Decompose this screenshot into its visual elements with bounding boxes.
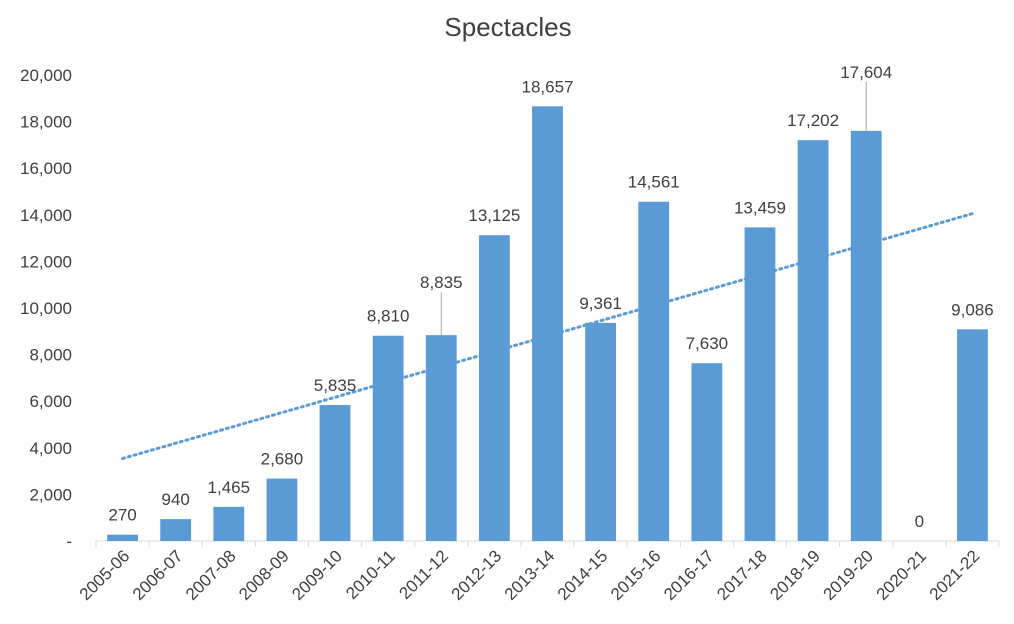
y-tick-label: 4,000: [29, 439, 72, 458]
bar: [319, 405, 351, 541]
x-tick-label: 2006-07: [129, 546, 187, 604]
data-label: 1,465: [208, 478, 251, 497]
bar: [850, 130, 882, 542]
y-tick-label: 6,000: [29, 392, 72, 411]
bar: [160, 519, 192, 541]
data-label: 13,125: [468, 206, 520, 225]
x-tick-label: 2019-20: [819, 546, 877, 604]
x-tick-label: 2021-22: [926, 546, 984, 604]
bar: [957, 329, 988, 541]
data-label: 17,202: [787, 111, 839, 130]
bar: [797, 140, 829, 541]
bar: [372, 335, 404, 541]
data-labels: 270 940 1,465 2,680 5,835 8,810 8,835 13,125 18,…: [108, 63, 993, 531]
data-label: 14,561: [628, 173, 680, 192]
x-tick-label: 2014-15: [554, 546, 612, 604]
data-label: 18,657: [522, 77, 574, 96]
y-tick-label: 14,000: [20, 206, 72, 225]
bars: [107, 106, 988, 542]
y-tick-label: -: [66, 532, 72, 551]
x-tick-label: 2010-11: [342, 546, 399, 603]
data-label: 5,835: [314, 376, 357, 395]
bar: [532, 106, 563, 541]
bar: [213, 506, 245, 541]
y-axis: - 2,000 4,000 6,000 8,000 10,000 12,000 14,000 1…: [20, 66, 72, 551]
data-label: 9,086: [951, 300, 994, 319]
bar: [266, 478, 298, 541]
x-tick-label: 2018-19: [766, 546, 824, 604]
y-tick-label: 20,000: [20, 66, 72, 85]
x-axis: 2005-062006-072007-082008-092009-102010-…: [76, 540, 1000, 604]
bar: [744, 227, 776, 541]
x-tick-label: 2009-10: [288, 546, 346, 604]
x-tick-label: 2015-16: [607, 546, 665, 604]
bar: [691, 363, 723, 541]
bar: [638, 201, 670, 541]
y-tick-label: 16,000: [20, 159, 72, 178]
x-tick-label: 2020-21: [873, 546, 931, 604]
trend-line: [121, 212, 974, 461]
trendline: [121, 212, 974, 461]
y-tick-label: 10,000: [20, 299, 72, 318]
data-label: 7,630: [686, 334, 729, 353]
x-tick-label: 2005-06: [76, 546, 134, 604]
data-label: 0: [915, 512, 924, 531]
x-tick-label: 2012-13: [448, 546, 506, 604]
y-tick-label: 8,000: [29, 346, 72, 365]
data-label: 2,680: [261, 450, 304, 469]
data-label: 13,459: [734, 198, 786, 217]
chart-title: Spectacles: [444, 12, 571, 42]
data-label: 9,361: [579, 294, 622, 313]
data-label: 940: [161, 490, 189, 509]
data-label: 17,604: [840, 63, 892, 82]
data-label: 8,835: [420, 273, 463, 292]
bar: [585, 322, 617, 541]
x-tick-label: 2008-09: [235, 546, 293, 604]
y-tick-label: 2,000: [29, 485, 72, 504]
data-label: 8,810: [367, 307, 410, 326]
bar: [107, 534, 138, 541]
y-tick-label: 12,000: [20, 252, 72, 271]
x-tick-label: 2017-18: [713, 546, 771, 604]
x-tick-label: 2016-17: [660, 546, 718, 604]
x-tick-label: 2011-12: [395, 546, 452, 603]
data-label: 270: [108, 506, 136, 525]
y-tick-label: 18,000: [20, 113, 72, 132]
bar: [478, 235, 510, 541]
x-tick-label: 2013-14: [501, 546, 559, 604]
x-tick-label: 2007-08: [182, 546, 240, 604]
